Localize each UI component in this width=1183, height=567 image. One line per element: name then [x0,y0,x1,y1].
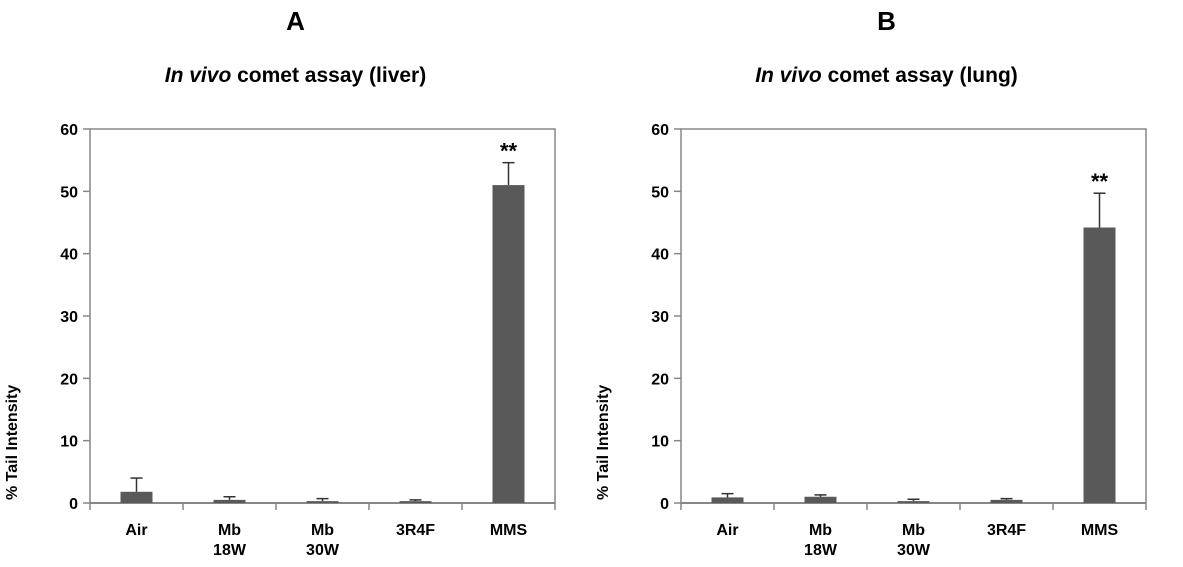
plot-frame [89,128,556,504]
chart-panel-b: B In vivo comet assay (lung) % Tail Inte… [591,0,1182,567]
x-category-label-line: Mb [808,522,833,539]
y-tick-label: 10 [60,434,78,451]
x-category-label-line: 18W [213,542,246,559]
x-category-label-line: MMS [1080,522,1119,539]
x-category-label-line: Mb [217,522,242,539]
x-category-label-line: 3R4F [395,522,436,539]
chart-title-rest: comet assay (lung) [827,64,1018,87]
panel-letter: A [286,6,305,36]
bar [711,497,744,503]
panel-letter: B [877,6,896,36]
chart-panel-a: A In vivo comet assay (liver) % Tail Int… [0,0,591,567]
y-tick-label: 40 [651,247,669,264]
x-category-label: 3R4F [376,521,456,541]
bar [492,185,525,503]
x-category-label: MMS [469,521,549,541]
x-category-label-line: Air [125,522,148,539]
bar [120,491,153,503]
chart-title: In vivo comet assay (lung) [591,64,1182,88]
significance-marker: ** [1091,169,1109,194]
bar [990,499,1023,503]
y-tick-label: 30 [651,309,669,326]
x-category-label: Air [97,521,177,541]
bar [897,501,930,503]
x-category-label-line: Air [716,522,739,539]
y-tick-label: 50 [651,184,669,201]
y-tick-label: 20 [651,371,669,388]
y-tick-label: 10 [651,434,669,451]
y-tick-label: 60 [651,122,669,139]
x-category-label: MMS [1060,521,1140,541]
y-tick-label: 0 [660,496,669,513]
chart-title: In vivo comet assay (liver) [0,64,591,88]
y-tick-label: 40 [60,247,78,264]
bar [306,501,339,503]
y-tick-label: 0 [69,496,78,513]
bar [804,496,837,503]
significance-marker: ** [500,139,518,164]
x-category-label: Mb 30W [283,521,363,561]
y-tick-label: 30 [60,309,78,326]
bar [399,501,432,503]
bar [213,499,246,503]
chart-title-italic: In vivo [755,64,822,87]
x-category-label-line: Mb [901,522,926,539]
x-category-label-line: 18W [804,542,837,559]
y-tick-label: 60 [60,122,78,139]
chart-title-rest: comet assay (liver) [237,64,427,87]
x-category-label: Mb 18W [190,521,270,561]
y-tick-label: 20 [60,371,78,388]
x-category-label-line: MMS [489,522,528,539]
x-category-label: 3R4F [967,521,1047,541]
x-category-label-line: 3R4F [986,522,1027,539]
chart-plot-a: 0 10 20 30 40 50 60 ** [60,122,556,513]
x-category-label-line: 30W [897,542,930,559]
x-category-label: Mb 18W [781,521,861,561]
x-category-label-line: Mb [310,522,335,539]
x-category-label: Air [688,521,768,541]
y-tick-label: 50 [60,184,78,201]
x-category-label: Mb 30W [874,521,954,561]
bar [1083,227,1116,503]
plot-frame [680,128,1147,504]
chart-title-italic: In vivo [164,64,232,87]
chart-plot-b: 0 10 20 30 40 50 60 ** [651,122,1147,513]
x-category-label-line: 30W [306,542,339,559]
